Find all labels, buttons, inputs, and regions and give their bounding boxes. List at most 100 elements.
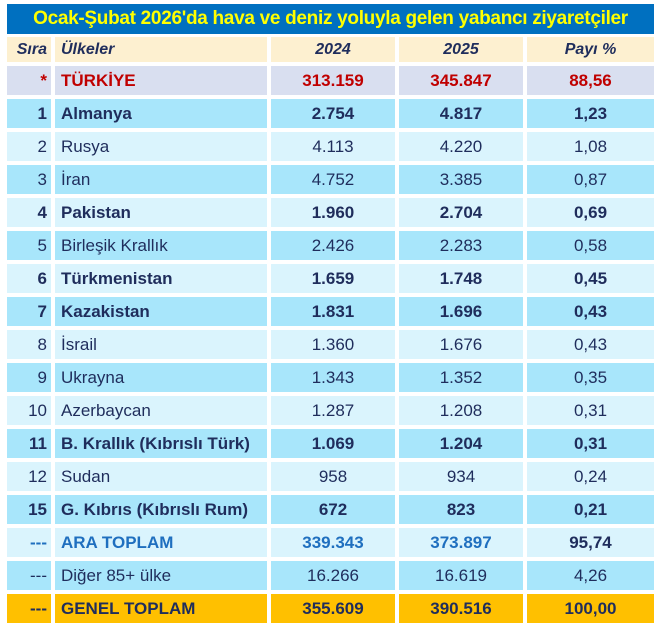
cell-country: G. Kıbrıs (Kıbrıslı Rum): [55, 495, 271, 528]
cell-share: 0,43: [527, 330, 654, 363]
table-row: 4 Pakistan 1.960 2.704 0,69: [7, 198, 654, 231]
cell-y2025: 1.204: [399, 429, 527, 462]
cell-share: 0,24: [527, 462, 654, 495]
cell-rank: ---: [7, 561, 55, 594]
cell-rank: 7: [7, 297, 55, 330]
cell-y2025: 2.283: [399, 231, 527, 264]
header-row: Sıra Ülkeler 2024 2025 Payı %: [7, 37, 654, 66]
cell-y2024: 1.069: [271, 429, 399, 462]
table-row: 8 İsrail 1.360 1.676 0,43: [7, 330, 654, 363]
table-row: 9 Ukrayna 1.343 1.352 0,35: [7, 363, 654, 396]
cell-y2024: 672: [271, 495, 399, 528]
cell-share: 0,87: [527, 165, 654, 198]
cell-country: Almanya: [55, 99, 271, 132]
cell-country: ARA TOPLAM: [55, 528, 271, 561]
cell-country: Diğer 85+ ülke: [55, 561, 271, 594]
cell-y2024: 1.659: [271, 264, 399, 297]
visitor-table-container: Ocak-Şubat 2026'da hava ve deniz yoluyla…: [7, 4, 654, 627]
cell-y2024: 4.752: [271, 165, 399, 198]
cell-y2025: 4.220: [399, 132, 527, 165]
cell-y2024: 1.343: [271, 363, 399, 396]
row-genel-toplam: --- GENEL TOPLAM 355.609 390.516 100,00: [7, 594, 654, 627]
cell-y2024: 1.960: [271, 198, 399, 231]
cell-y2025: 16.619: [399, 561, 527, 594]
cell-y2025: 934: [399, 462, 527, 495]
cell-share: 88,56: [527, 66, 654, 99]
row-diger: --- Diğer 85+ ülke 16.266 16.619 4,26: [7, 561, 654, 594]
table-row: 10 Azerbaycan 1.287 1.208 0,31: [7, 396, 654, 429]
header-share: Payı %: [527, 37, 654, 66]
cell-rank: 11: [7, 429, 55, 462]
table-title: Ocak-Şubat 2026'da hava ve deniz yoluyla…: [7, 4, 654, 34]
cell-y2024: 1.831: [271, 297, 399, 330]
cell-share: 100,00: [527, 594, 654, 627]
cell-share: 0,69: [527, 198, 654, 231]
cell-share: 1,23: [527, 99, 654, 132]
cell-rank: 1: [7, 99, 55, 132]
header-2025: 2025: [399, 37, 527, 66]
header-rank: Sıra: [7, 37, 55, 66]
cell-y2025: 823: [399, 495, 527, 528]
cell-y2025: 1.352: [399, 363, 527, 396]
visitor-table: Sıra Ülkeler 2024 2025 Payı % * TÜRKİYE 31…: [7, 37, 654, 627]
cell-share: 95,74: [527, 528, 654, 561]
cell-rank: 8: [7, 330, 55, 363]
cell-rank: 3: [7, 165, 55, 198]
header-2024: 2024: [271, 37, 399, 66]
cell-rank: 4: [7, 198, 55, 231]
cell-y2025: 1.676: [399, 330, 527, 363]
cell-share: 0,45: [527, 264, 654, 297]
cell-y2025: 1.208: [399, 396, 527, 429]
cell-y2025: 345.847: [399, 66, 527, 99]
table-row: 2 Rusya 4.113 4.220 1,08: [7, 132, 654, 165]
cell-country: Kazakistan: [55, 297, 271, 330]
cell-y2024: 313.159: [271, 66, 399, 99]
cell-y2025: 1.696: [399, 297, 527, 330]
table-row: 6 Türkmenistan 1.659 1.748 0,45: [7, 264, 654, 297]
table-row: 12 Sudan 958 934 0,24: [7, 462, 654, 495]
cell-share: 1,08: [527, 132, 654, 165]
cell-country: GENEL TOPLAM: [55, 594, 271, 627]
cell-rank: ---: [7, 528, 55, 561]
table-row: 1 Almanya 2.754 4.817 1,23: [7, 99, 654, 132]
cell-country: Pakistan: [55, 198, 271, 231]
cell-y2024: 16.266: [271, 561, 399, 594]
cell-country: İran: [55, 165, 271, 198]
cell-share: 0,31: [527, 429, 654, 462]
table-row: 3 İran 4.752 3.385 0,87: [7, 165, 654, 198]
header-country: Ülkeler: [55, 37, 271, 66]
cell-y2024: 339.343: [271, 528, 399, 561]
cell-y2024: 4.113: [271, 132, 399, 165]
cell-country: Birleşik Krallık: [55, 231, 271, 264]
cell-share: 0,58: [527, 231, 654, 264]
cell-share: 0,43: [527, 297, 654, 330]
cell-rank: 5: [7, 231, 55, 264]
cell-country: Türkmenistan: [55, 264, 271, 297]
cell-country: B. Krallık (Kıbrıslı Türk): [55, 429, 271, 462]
cell-country: Rusya: [55, 132, 271, 165]
cell-country: İsrail: [55, 330, 271, 363]
table-row: 11 B. Krallık (Kıbrıslı Türk) 1.069 1.204 0,…: [7, 429, 654, 462]
cell-y2024: 2.754: [271, 99, 399, 132]
cell-y2025: 390.516: [399, 594, 527, 627]
cell-share: 0,21: [527, 495, 654, 528]
cell-y2024: 2.426: [271, 231, 399, 264]
cell-share: 0,31: [527, 396, 654, 429]
row-turkiye: * TÜRKİYE 313.159 345.847 88,56: [7, 66, 654, 99]
table-row: 5 Birleşik Krallık 2.426 2.283 0,58: [7, 231, 654, 264]
cell-y2025: 373.897: [399, 528, 527, 561]
cell-rank: 9: [7, 363, 55, 396]
table-row: 7 Kazakistan 1.831 1.696 0,43: [7, 297, 654, 330]
cell-y2025: 1.748: [399, 264, 527, 297]
cell-y2025: 4.817: [399, 99, 527, 132]
cell-share: 0,35: [527, 363, 654, 396]
cell-rank: 2: [7, 132, 55, 165]
cell-rank: ---: [7, 594, 55, 627]
cell-y2025: 2.704: [399, 198, 527, 231]
table-row: 15 G. Kıbrıs (Kıbrıslı Rum) 672 823 0,21: [7, 495, 654, 528]
cell-y2025: 3.385: [399, 165, 527, 198]
cell-country: Azerbaycan: [55, 396, 271, 429]
cell-rank: 6: [7, 264, 55, 297]
cell-rank: *: [7, 66, 55, 99]
cell-y2024: 958: [271, 462, 399, 495]
